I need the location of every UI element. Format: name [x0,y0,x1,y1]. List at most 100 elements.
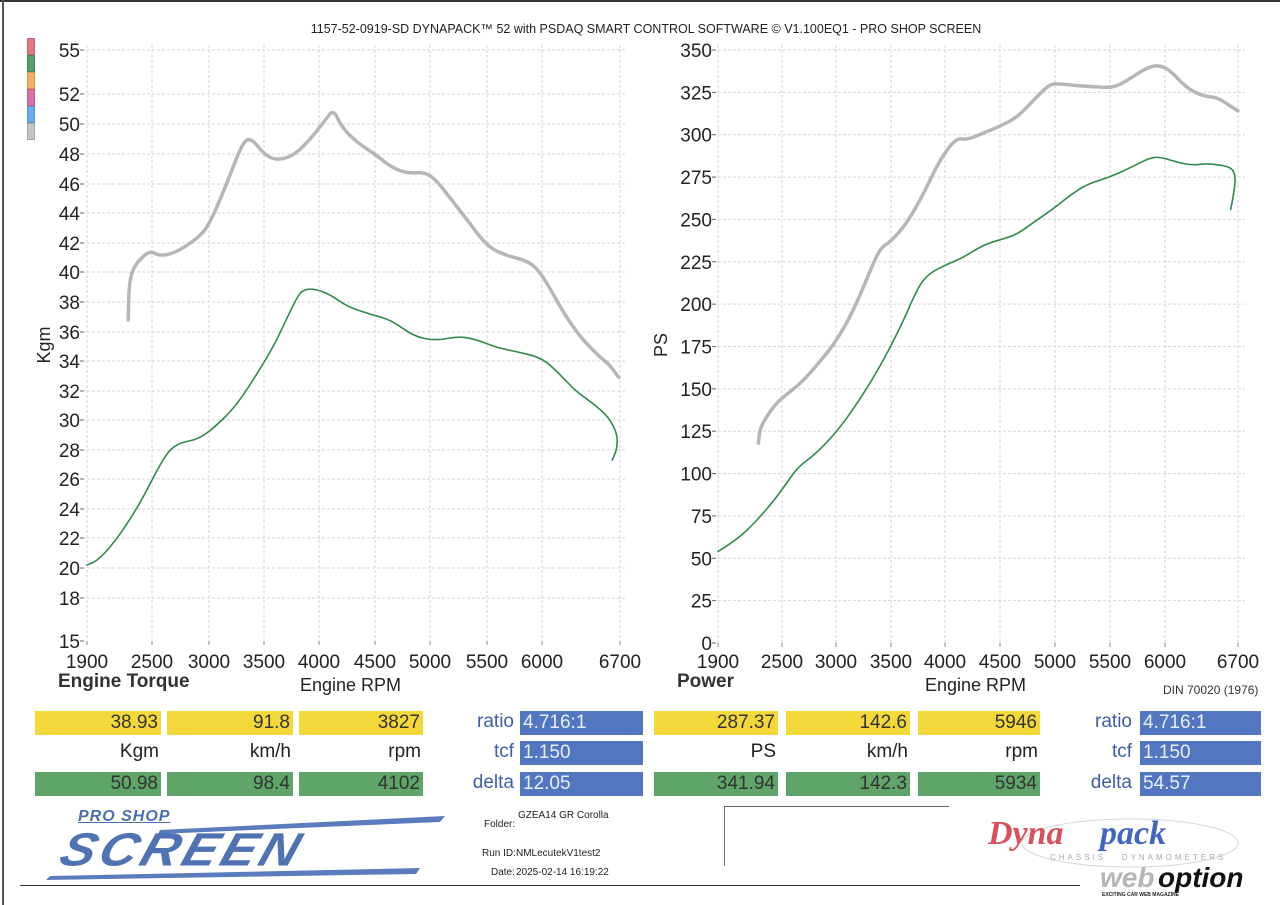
y-tick-label: 20 [59,559,80,580]
x-tick-label: 6700 [1217,652,1259,673]
torque-tcf-value: 1.150 [520,741,643,765]
y-tick-label: 34 [59,352,81,373]
din-standard-label: DIN 70020 (1976) [1163,683,1259,697]
power-green-curve [717,156,1236,553]
y-tick-label: 50 [59,115,80,136]
y-tick-label: 175 [680,338,712,359]
weboption-subtitle: EXCITING CAR WEB MAGAZINE [1102,892,1179,898]
power-peak-speed-gray: 142.3 [786,772,910,796]
x-tick-label: 5500 [466,652,508,673]
legend-swatch[interactable] [27,38,35,55]
folder-value: GZEA14 GR Corolla [518,810,609,821]
y-tick-label: 300 [680,126,712,147]
x-tick-label: 6000 [1144,652,1186,673]
x-tick-label: 6700 [599,652,641,673]
y-tick-label: 52 [59,85,80,106]
torque-unit-kgm: Kgm [119,741,159,762]
y-tick-label: 100 [680,465,712,486]
torque-gray-curve [126,110,621,380]
torque-delta-label: delta [472,772,514,793]
power-ratio-label: ratio [1095,711,1132,732]
x-tick-label: 3500 [243,652,285,673]
x-tick-label: 3000 [815,652,857,673]
power-chart-title: Power [677,671,735,692]
power-delta-label: delta [1090,772,1132,793]
torque-y-axis-label: Kgm [34,326,54,363]
run-id-label: Run ID: [482,848,516,859]
y-tick-label: 200 [680,295,712,316]
y-tick-label: 48 [59,145,80,166]
y-tick-label: 325 [680,83,712,104]
y-tick-label: 55 [59,41,80,62]
x-tick-label: 6000 [521,652,563,673]
torque-unit-rpm: rpm [388,741,421,762]
power-y-axis-label: PS [651,333,671,357]
weboption-logo: web option EXCITING CAR WEB MAGAZINE [1100,862,1275,902]
torque-unit-kmh: km/h [249,741,291,762]
x-tick-label: 4000 [298,652,340,673]
y-tick-label: 225 [680,253,712,274]
legend-swatch[interactable] [27,55,35,72]
date-label: Date: [491,867,515,878]
y-tick-label: 150 [680,380,712,401]
power-peak-ps: 287.37 [654,711,778,735]
x-tick-label: 3000 [188,652,230,673]
y-tick-label: 26 [59,470,80,491]
weboption-web-text: web [1100,862,1155,893]
folder-label: Folder: [484,819,516,830]
y-tick-label: 46 [59,175,80,196]
notes-box-top [724,806,949,807]
power-ratio-value: 4.716:1 [1140,711,1261,735]
x-tick-label: 4500 [354,652,396,673]
legend-swatch[interactable] [27,106,35,123]
y-tick-label: 28 [59,441,80,462]
dynapack-swoosh-icon [1021,818,1239,868]
x-tick-label: 4000 [924,652,966,673]
frame-left-border [2,0,4,905]
torque-peak-speed-gray: 98.4 [167,772,293,796]
x-tick-label: 4500 [979,652,1021,673]
legend-swatch[interactable] [27,72,35,89]
y-tick-label: 22 [59,529,80,550]
power-tcf-value: 1.150 [1140,741,1261,765]
torque-green-curve [86,288,619,566]
y-tick-label: 36 [59,323,80,344]
x-tick-label: 2500 [131,652,173,673]
x-tick-label: 2500 [761,652,803,673]
torque-peak-kgm: 38.93 [35,711,161,735]
x-tick-label: 5500 [1089,652,1131,673]
torque-ratio-value: 4.716:1 [520,711,643,735]
dynapack-subtitle: CHASSIS DYNAMOMETERS [1050,853,1227,862]
torque-ratio-label: ratio [477,711,514,732]
y-tick-label: 44 [59,204,81,225]
torque-peak-kgm-gray: 50.98 [35,772,161,796]
torque-peak-rpm-gray: 4102 [299,772,423,796]
legend-swatch[interactable] [27,89,35,106]
frame-top-border [0,0,1280,2]
torque-tcf-label: tcf [493,741,514,762]
power-unit-rpm: rpm [1005,741,1038,762]
y-tick-label: 75 [691,507,712,528]
power-unit-ps: PS [750,741,776,762]
logo-stripes-icon [46,816,445,880]
weboption-option-text: option [1158,862,1244,893]
footer-rule [20,885,1080,886]
power-peak-rpm: 5946 [918,711,1040,735]
date-value: 2025-02-14 16:19:22 [516,867,609,878]
dyno-charts: 1900 2500 3000 3500 4000 4500 5000 5500 6000 6700… [34,41,1259,673]
run-color-legend [27,38,35,140]
legend-swatch[interactable] [27,123,35,140]
pro-shop-screen-logo: PRO SHOP SCREEN [40,808,450,883]
y-tick-label: 250 [680,210,712,231]
y-tick-label: 125 [680,422,712,443]
y-tick-label: 275 [680,168,712,189]
torque-x-axis-label: Engine RPM [300,675,402,695]
logo-screen-text: SCREEN [53,823,312,877]
x-tick-label: 3500 [870,652,912,673]
power-unit-kmh: km/h [866,741,908,762]
y-tick-label: 0 [701,634,712,655]
run-id-value: NMLecutekV1test2 [516,848,601,859]
power-peak-rpm-gray: 5934 [918,772,1040,796]
torque-delta-value: 12.05 [520,772,643,796]
y-tick-label: 50 [691,549,712,570]
